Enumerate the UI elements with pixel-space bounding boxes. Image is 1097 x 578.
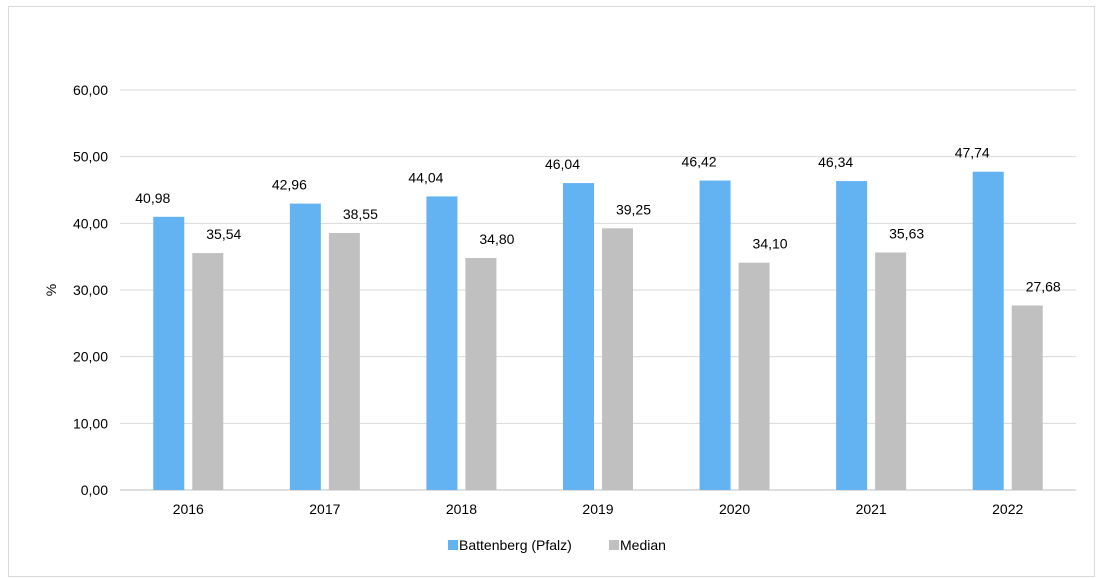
chart-frame (8, 6, 1095, 577)
data-label-median: 38,55 (343, 206, 378, 222)
legend-swatch-median (609, 540, 619, 550)
bar-median (465, 258, 497, 490)
data-labels: 40,98 35,54 42,96 38,55 44,04 34,80 46,04 39,25… (135, 145, 1061, 295)
bar-median (602, 228, 633, 491)
data-label-battenberg: 44,04 (408, 169, 443, 185)
data-label-median: 35,63 (889, 225, 924, 241)
bar-battenberg (153, 216, 185, 491)
x-axis-tick-labels: 2016 2017 2018 2019 2020 2021 2022 (173, 501, 1024, 517)
data-label-median: 39,25 (616, 201, 651, 217)
bar-battenberg (972, 171, 1004, 490)
legend: Battenberg (Pfalz) Median (448, 537, 666, 553)
bar-battenberg (563, 183, 594, 491)
data-label-battenberg: 46,34 (818, 154, 853, 170)
data-label-battenberg: 46,04 (545, 156, 580, 172)
data-label-median: 34,80 (479, 231, 514, 247)
data-label-battenberg: 47,74 (955, 145, 990, 161)
x-tick-label: 2019 (582, 501, 613, 517)
legend-label-median: Median (620, 537, 666, 553)
bar-battenberg (699, 180, 731, 491)
bar-battenberg (426, 196, 458, 490)
bar-median (328, 233, 360, 490)
legend-label-battenberg: Battenberg (Pfalz) (459, 537, 572, 553)
y-axis-title: % (43, 284, 59, 296)
bar-median (1011, 305, 1043, 490)
x-tick-label: 2016 (173, 501, 204, 517)
legend-swatch-battenberg (448, 540, 458, 550)
bar-battenberg (289, 203, 321, 490)
bar-median (875, 252, 907, 490)
x-tick-label: 2021 (856, 501, 887, 517)
data-label-battenberg: 46,42 (682, 154, 717, 170)
y-tick-label: 0,00 (81, 482, 108, 498)
data-label-battenberg: 40,98 (135, 190, 170, 206)
y-tick-label: 10,00 (73, 415, 108, 431)
y-tick-label: 50,00 (73, 149, 108, 165)
bar-battenberg (836, 181, 868, 491)
x-tick-label: 2020 (719, 501, 750, 517)
bar-median (192, 253, 224, 490)
data-label-battenberg: 42,96 (272, 177, 307, 193)
bars (153, 171, 1043, 491)
y-axis-tick-labels: 0,00 10,00 20,00 30,00 40,00 50,00 60,00 (73, 82, 108, 498)
data-label-median: 35,54 (206, 226, 241, 242)
y-tick-label: 20,00 (73, 349, 108, 365)
x-tick-label: 2018 (446, 501, 477, 517)
x-tick-label: 2022 (992, 501, 1023, 517)
y-tick-label: 60,00 (73, 82, 108, 98)
x-tick-label: 2017 (309, 501, 340, 517)
y-tick-label: 40,00 (73, 215, 108, 231)
data-label-median: 34,10 (753, 236, 788, 252)
data-label-median: 27,68 (1026, 278, 1061, 294)
bar-median (738, 262, 770, 490)
y-tick-label: 30,00 (73, 282, 108, 298)
grid-lines (120, 89, 1076, 491)
